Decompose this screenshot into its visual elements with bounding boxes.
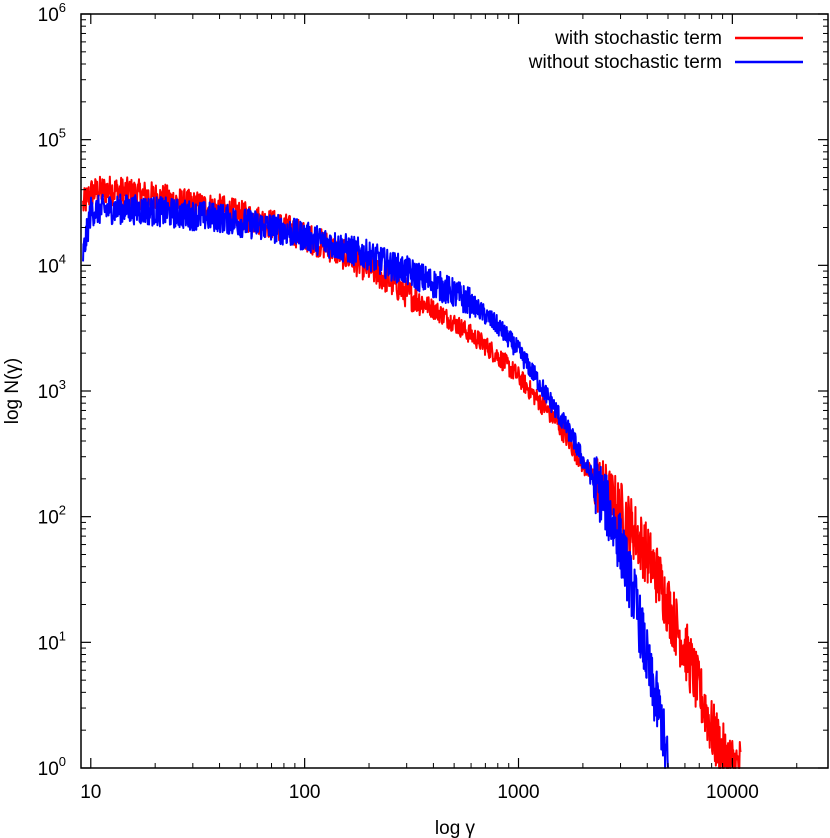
series-line-without-stochastic <box>82 193 669 769</box>
x-axis: 10 100 1000 10000 <box>80 14 798 803</box>
x-tick-label: 1000 <box>497 782 539 803</box>
x-tick-label: 10 <box>80 782 101 803</box>
series-layer <box>82 175 742 769</box>
y-tick-label: 103 <box>38 377 66 403</box>
y-tick-label: 105 <box>38 126 66 152</box>
x-tick-label: 10000 <box>706 782 759 803</box>
y-tick-label: 104 <box>38 251 66 277</box>
x-tick-label: 100 <box>289 782 321 803</box>
y-axis-label: log N(γ) <box>2 358 23 425</box>
x-axis-label: log γ <box>435 818 476 838</box>
plot-area <box>81 14 828 768</box>
legend-label: with stochastic term <box>554 28 722 49</box>
y-tick-label: 106 <box>38 0 66 26</box>
legend-label: without stochastic term <box>528 52 722 73</box>
y-axis: 100 101 102 103 104 105 106 <box>38 0 828 780</box>
legend: with stochastic term without stochastic t… <box>528 28 803 73</box>
y-tick-label: 101 <box>38 628 66 654</box>
y-tick-label: 100 <box>38 754 66 780</box>
y-tick-label: 102 <box>38 503 66 529</box>
